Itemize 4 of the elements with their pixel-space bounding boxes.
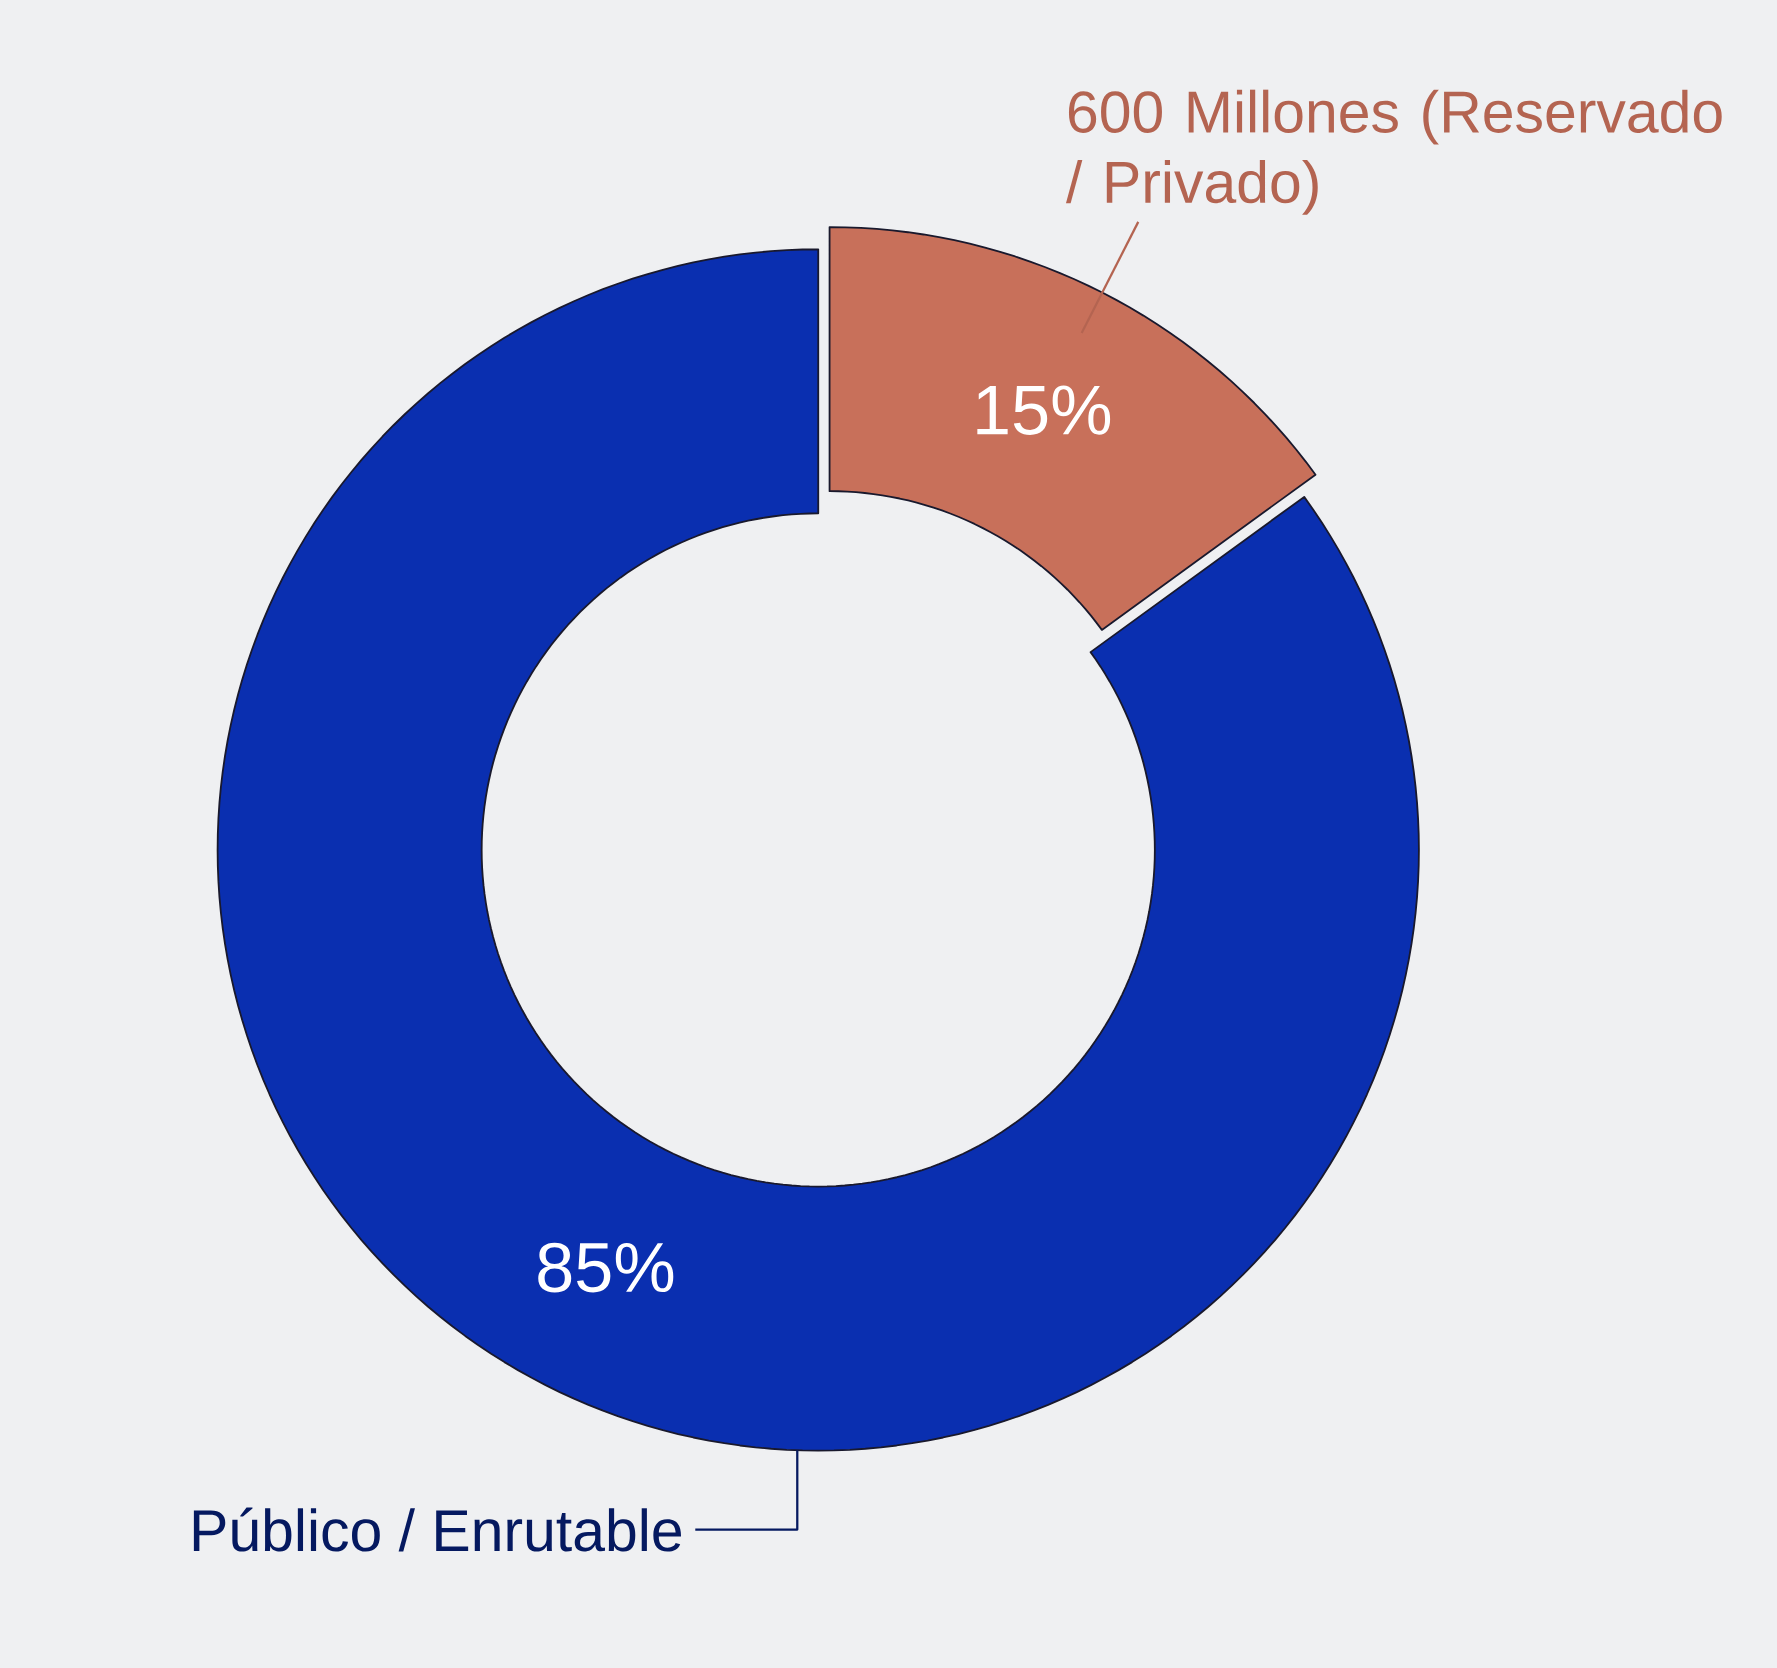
slice-label: Público / Enrutable xyxy=(193,1507,681,1552)
data-label: 85% xyxy=(538,1242,674,1293)
slice-label: 600 Millones (Reservado / Privado) xyxy=(1065,89,1722,215)
data-label: 15% xyxy=(977,385,1111,435)
